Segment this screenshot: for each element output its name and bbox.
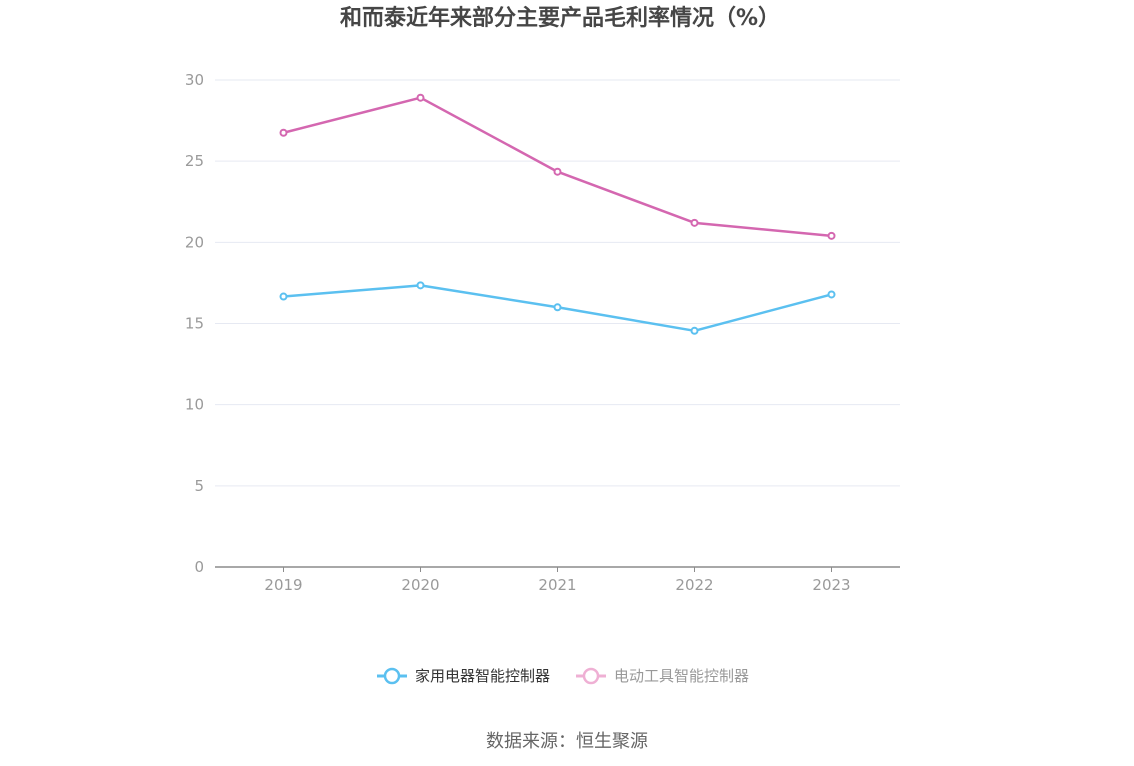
x-tick-label: 2022 [675,576,713,594]
series-layer [279,93,836,335]
series-line [283,96,832,238]
legend-marker-icon [383,667,401,685]
source-note: 数据来源：恒生聚源 [486,731,648,752]
data-point[interactable] [416,93,425,102]
data-point[interactable] [279,128,288,137]
data-point[interactable] [416,281,425,290]
x-tick-label: 2019 [264,576,302,594]
series-0 [279,281,836,335]
chart-title: 和而泰近年来部分主要产品毛利率情况（%） [340,5,780,31]
y-tick-label: 15 [185,315,204,333]
y-tick-label: 30 [185,71,204,89]
grid-lines [215,79,900,487]
x-tick-label: 2020 [401,576,439,594]
y-tick-label: 25 [185,152,204,170]
y-tick-label: 10 [185,396,204,414]
y-tick-label: 5 [194,477,204,495]
data-point[interactable] [553,167,562,176]
data-point[interactable] [827,290,836,299]
data-point[interactable] [827,231,836,240]
data-point[interactable] [553,303,562,312]
y-axis: 0 5 10 15 20 25 30 [185,71,204,576]
legend-marker-icon [582,667,600,685]
legend[interactable]: 家用电器智能控制器 电动工具智能控制器 [377,667,749,685]
x-axis: 2019 2020 2021 2022 2023 [215,566,900,594]
legend-label: 电动工具智能控制器 [614,667,749,685]
x-tick-label: 2023 [812,576,850,594]
legend-item-1[interactable]: 电动工具智能控制器 [576,667,749,685]
legend-label: 家用电器智能控制器 [415,667,550,685]
data-point[interactable] [690,326,699,335]
data-point[interactable] [690,218,699,227]
y-tick-label: 0 [194,558,204,576]
x-tick-label: 2021 [538,576,576,594]
legend-item-0[interactable]: 家用电器智能控制器 [377,667,550,685]
data-point[interactable] [279,292,288,301]
series-1 [279,93,836,240]
y-tick-label: 20 [185,233,204,251]
